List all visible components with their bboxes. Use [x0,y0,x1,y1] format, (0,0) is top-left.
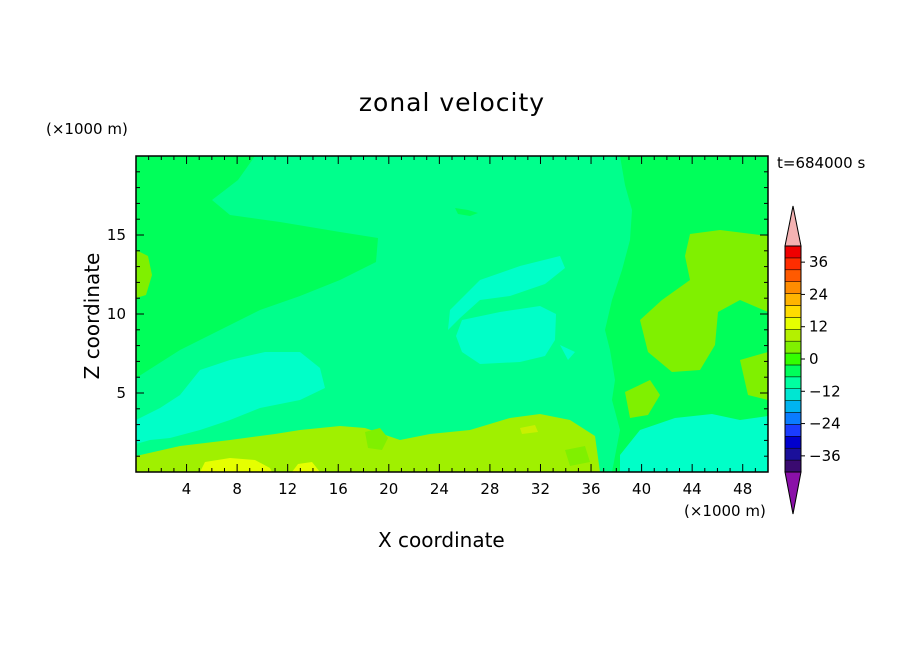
contour-max-surface [200,458,272,472]
y-tick-label: 10 [107,305,126,323]
x-tick-label: 4 [182,480,192,498]
colorbar-swatch [784,352,802,366]
x-axis-unit: (×1000 m) [684,502,766,520]
colorbar-swatch [784,317,802,330]
colorbar-tick-label: −12 [809,382,841,400]
x-tick-label: 8 [232,480,242,498]
colorbar-swatch [784,400,802,413]
colorbar-tick-label: 12 [809,318,828,336]
contour-core-mid-3 [560,345,575,360]
colorbar-swatch [784,459,802,473]
contour-region-right-edge [740,352,768,400]
x-tick-label: 44 [683,480,702,498]
colorbar-under-triangle [784,471,802,515]
colorbar-swatch [784,436,802,449]
colorbar-tick-label: 36 [809,253,828,271]
x-tick-label: 24 [430,480,449,498]
x-axis-ticks: 4 8 12 16 20 24 28 32 36 40 44 48 [148,156,756,498]
contour-blob-surface-4 [565,446,590,466]
colorbar-swatch [784,329,802,342]
colorbar-swatch [784,293,802,306]
y-axis-unit: (×1000 m) [46,120,128,138]
colorbar-over-triangle [784,205,802,247]
contour-field [136,156,768,472]
colorbar-tick-label: 24 [809,285,828,303]
colorbar-swatch [784,447,802,461]
y-tick-label: 5 [116,384,126,402]
contour-core-low-left [136,352,325,444]
x-tick-label: 36 [581,480,600,498]
colorbar-swatch [784,424,802,437]
contour-blob-surface-3 [365,428,388,450]
x-tick-label: 48 [733,480,752,498]
colorbar-swatch [784,364,802,378]
contour-blob-green [455,208,478,216]
contour-core-mid-1 [448,256,565,330]
colorbar-tick-label: 0 [809,350,819,368]
colorbar-swatch [784,281,802,294]
colorbar-swatch [784,376,802,389]
colorbar-swatch [784,245,802,259]
x-tick-label: 40 [632,480,651,498]
contour-blob-surface-5 [625,380,660,418]
x-tick-label: 28 [480,480,499,498]
colorbar-swatch [784,305,802,318]
contour-region-right-lobe [640,230,768,372]
contour-region-left-lobe [136,250,152,298]
colorbar-tick-label: −36 [809,447,841,465]
x-tick-label: 12 [278,480,297,498]
colorbar-tick-label: −24 [809,415,841,433]
colorbar-swatch [784,269,802,282]
contour-core-low-right [620,414,768,472]
contour-region-left-green [136,156,378,378]
x-tick-label: 20 [379,480,398,498]
colorbar-swatch [784,340,802,354]
contour-core-mid-2 [456,306,556,364]
colorbar-swatch [784,412,802,425]
contour-blob-surface-2 [520,425,538,434]
colorbar-swatch [784,257,802,271]
colorbar-swatch [784,388,802,401]
time-annotation: t=684000 s [777,154,866,172]
x-axis-label: X coordinate [378,528,505,552]
y-tick-label: 15 [107,226,126,244]
chart-title: zonal velocity [358,88,546,117]
y-axis-ticks: 5 10 15 [107,171,768,457]
colorbar: 36 24 12 0 −12 −24 −36 [784,205,841,515]
x-tick-label: 32 [531,480,550,498]
x-tick-label: 16 [329,480,348,498]
